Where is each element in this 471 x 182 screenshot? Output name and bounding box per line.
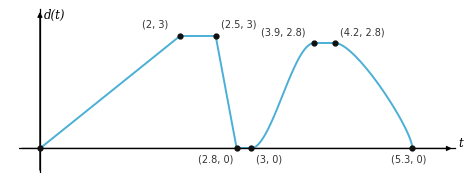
Text: d(t): d(t)	[43, 9, 65, 22]
Text: (2, 3): (2, 3)	[142, 20, 168, 30]
Text: (3, 0): (3, 0)	[256, 154, 282, 164]
Text: (2.5, 3): (2.5, 3)	[220, 20, 256, 30]
Text: t: t	[458, 137, 463, 151]
Text: (2.8, 0): (2.8, 0)	[198, 154, 234, 164]
Text: (3.9, 2.8): (3.9, 2.8)	[261, 27, 306, 37]
Text: (5.3, 0): (5.3, 0)	[391, 154, 427, 164]
Text: (4.2, 2.8): (4.2, 2.8)	[340, 27, 385, 37]
